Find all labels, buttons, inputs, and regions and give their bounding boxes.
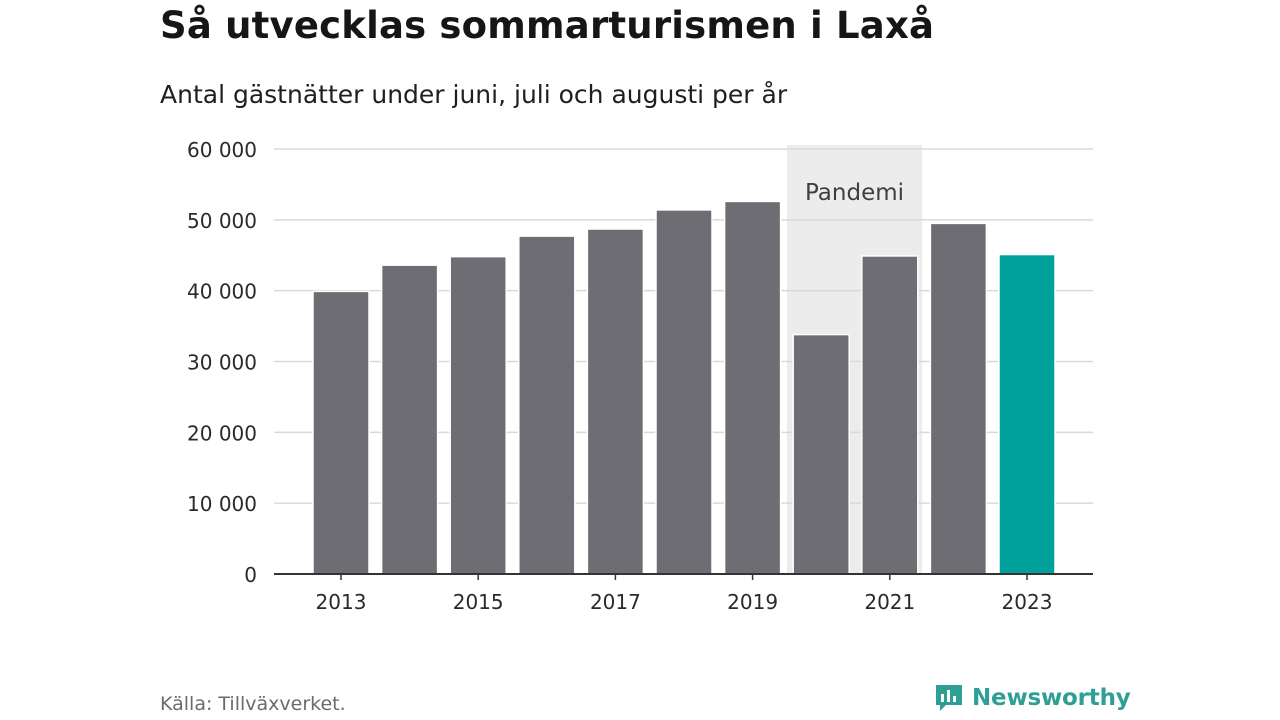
y-tick-label: 20 000	[187, 421, 257, 445]
brand-name: Newsworthy	[972, 685, 1131, 711]
y-tick-label: 0	[244, 563, 257, 587]
bar-2021	[862, 256, 918, 574]
source-note: Källa: Tillväxverket.	[160, 693, 346, 715]
bar-2022	[930, 223, 986, 574]
bar-2014	[382, 265, 438, 574]
x-tick-label: 2017	[590, 590, 641, 614]
bar-2019	[725, 201, 781, 574]
bar-2015	[450, 257, 506, 574]
bar-2018	[656, 210, 712, 574]
brand-logo: Newsworthy	[934, 683, 1131, 713]
bar-chart: 0 10 000 20 000 30 000 40 000 50 000 60 000 Pan…	[0, 0, 1280, 720]
y-tick-label: 60 000	[187, 138, 257, 162]
y-tick-label: 30 000	[187, 351, 257, 375]
x-tick-label: 2023	[1002, 590, 1053, 614]
x-tick-label: 2013	[316, 590, 367, 614]
annotation-label: Pandemi	[805, 180, 904, 206]
bar-2016	[519, 236, 575, 574]
x-tick-label: 2021	[864, 590, 915, 614]
y-tick-label: 10 000	[187, 492, 257, 516]
bar-2020	[793, 335, 849, 574]
bar-2023	[999, 255, 1055, 574]
bar-2013	[313, 291, 369, 574]
x-tick-label: 2019	[727, 590, 778, 614]
newsworthy-logo-icon	[934, 683, 964, 713]
bar-2017	[587, 229, 643, 574]
x-tick-label: 2015	[453, 590, 504, 614]
y-tick-label: 50 000	[187, 209, 257, 233]
y-tick-label: 40 000	[187, 280, 257, 304]
